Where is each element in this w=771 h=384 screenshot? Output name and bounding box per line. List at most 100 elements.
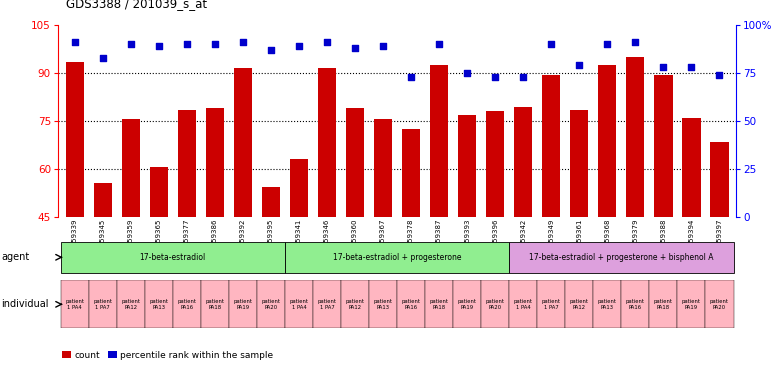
Bar: [262, 187, 280, 217]
FancyBboxPatch shape: [509, 280, 537, 328]
Text: patient
1 PA4: patient 1 PA4: [289, 299, 308, 310]
FancyBboxPatch shape: [649, 280, 678, 328]
FancyBboxPatch shape: [285, 280, 313, 328]
Point: [69, 39, 81, 45]
Text: patient
PA20: patient PA20: [486, 299, 505, 310]
Bar: [571, 110, 588, 217]
Text: patient
PA12: patient PA12: [570, 299, 589, 310]
FancyBboxPatch shape: [61, 280, 89, 328]
Point: [321, 39, 333, 45]
Text: patient
PA20: patient PA20: [261, 299, 281, 310]
FancyBboxPatch shape: [116, 280, 145, 328]
Point: [405, 74, 417, 80]
Text: patient
PA18: patient PA18: [654, 299, 673, 310]
Bar: [318, 68, 336, 217]
Bar: [458, 114, 476, 217]
Point: [96, 55, 109, 61]
Bar: [514, 107, 532, 217]
Point: [180, 41, 193, 47]
Point: [377, 43, 389, 49]
FancyBboxPatch shape: [594, 280, 621, 328]
Bar: [206, 108, 224, 217]
Bar: [486, 111, 504, 217]
Text: patient
1 PA4: patient 1 PA4: [513, 299, 533, 310]
Point: [209, 41, 221, 47]
Bar: [122, 119, 140, 217]
Bar: [177, 110, 196, 217]
Text: patient
PA20: patient PA20: [710, 299, 729, 310]
Bar: [682, 118, 701, 217]
Text: patient
PA16: patient PA16: [177, 299, 197, 310]
Point: [629, 39, 641, 45]
Bar: [374, 119, 392, 217]
Point: [601, 41, 614, 47]
Text: agent: agent: [2, 252, 30, 262]
FancyBboxPatch shape: [565, 280, 594, 328]
Point: [264, 47, 277, 53]
FancyBboxPatch shape: [145, 280, 173, 328]
Point: [237, 39, 249, 45]
FancyBboxPatch shape: [678, 280, 705, 328]
Point: [461, 70, 473, 76]
Text: patient
PA16: patient PA16: [626, 299, 645, 310]
Text: patient
PA13: patient PA13: [150, 299, 168, 310]
FancyBboxPatch shape: [229, 280, 257, 328]
Bar: [290, 159, 308, 217]
Point: [489, 74, 501, 80]
FancyBboxPatch shape: [425, 280, 453, 328]
FancyBboxPatch shape: [89, 280, 116, 328]
Point: [433, 41, 446, 47]
FancyBboxPatch shape: [509, 242, 733, 273]
FancyBboxPatch shape: [453, 280, 481, 328]
Point: [573, 62, 585, 68]
Point: [685, 64, 698, 70]
Text: patient
PA13: patient PA13: [598, 299, 617, 310]
Point: [713, 72, 726, 78]
Point: [293, 43, 305, 49]
Text: 17-beta-estradiol: 17-beta-estradiol: [140, 253, 206, 262]
Point: [125, 41, 137, 47]
FancyBboxPatch shape: [173, 280, 200, 328]
Bar: [234, 68, 252, 217]
Text: patient
PA18: patient PA18: [429, 299, 449, 310]
Text: GDS3388 / 201039_s_at: GDS3388 / 201039_s_at: [66, 0, 207, 10]
Text: patient
PA19: patient PA19: [234, 299, 252, 310]
Point: [545, 41, 557, 47]
Text: 17-beta-estradiol + progesterone + bisphenol A: 17-beta-estradiol + progesterone + bisph…: [529, 253, 714, 262]
FancyBboxPatch shape: [257, 280, 285, 328]
Bar: [402, 129, 420, 217]
Text: patient
1 PA7: patient 1 PA7: [542, 299, 561, 310]
FancyBboxPatch shape: [481, 280, 509, 328]
Text: patient
PA12: patient PA12: [121, 299, 140, 310]
Legend: count, percentile rank within the sample: count, percentile rank within the sample: [62, 351, 274, 360]
Bar: [66, 62, 84, 217]
Bar: [150, 167, 168, 217]
Text: patient
PA18: patient PA18: [205, 299, 224, 310]
Bar: [598, 65, 617, 217]
Text: patient
1 PA4: patient 1 PA4: [65, 299, 84, 310]
FancyBboxPatch shape: [705, 280, 733, 328]
Text: patient
PA19: patient PA19: [458, 299, 476, 310]
FancyBboxPatch shape: [341, 280, 369, 328]
FancyBboxPatch shape: [621, 280, 649, 328]
Text: patient
PA12: patient PA12: [345, 299, 365, 310]
FancyBboxPatch shape: [61, 242, 285, 273]
Point: [153, 43, 165, 49]
FancyBboxPatch shape: [285, 242, 509, 273]
Bar: [93, 184, 112, 217]
Text: patient
PA16: patient PA16: [402, 299, 421, 310]
Text: patient
PA19: patient PA19: [682, 299, 701, 310]
Text: patient
PA13: patient PA13: [373, 299, 392, 310]
FancyBboxPatch shape: [537, 280, 565, 328]
FancyBboxPatch shape: [397, 280, 425, 328]
Text: individual: individual: [2, 299, 49, 310]
FancyBboxPatch shape: [369, 280, 397, 328]
Text: patient
1 PA7: patient 1 PA7: [93, 299, 113, 310]
Bar: [626, 57, 645, 217]
Bar: [710, 142, 729, 217]
Point: [517, 74, 530, 80]
Bar: [542, 74, 561, 217]
Text: patient
1 PA7: patient 1 PA7: [318, 299, 336, 310]
Point: [348, 45, 361, 51]
Text: 17-beta-estradiol + progesterone: 17-beta-estradiol + progesterone: [333, 253, 461, 262]
